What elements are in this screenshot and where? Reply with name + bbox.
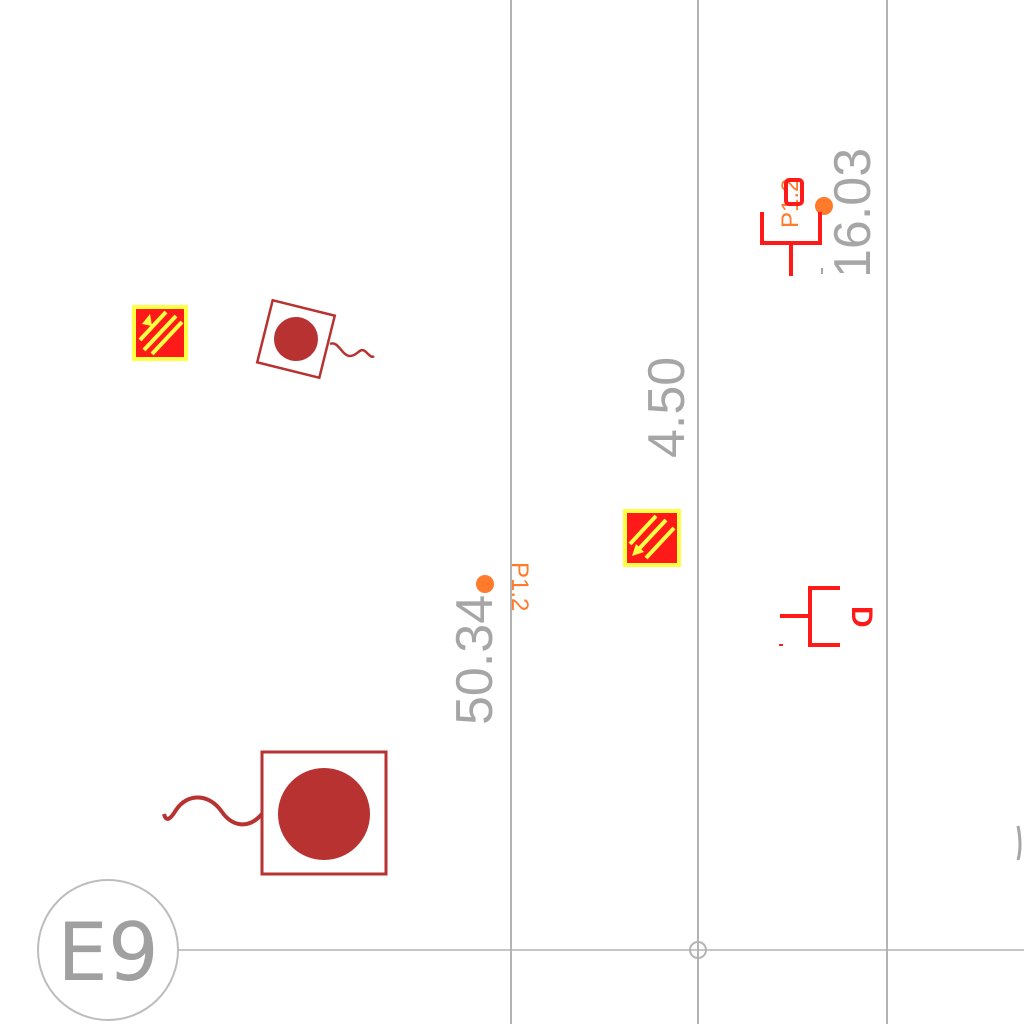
point-marker-icon[interactable]: [815, 197, 833, 215]
dimension-label-4-50: 4.50: [638, 357, 696, 458]
pendant-fixture-icon: [274, 317, 318, 361]
tee-fitting-upper[interactable]: [760, 178, 822, 276]
flex-hose-icon: [162, 795, 264, 827]
cutoff-mark: [1016, 825, 1022, 861]
grid-bubble-label: E9: [57, 906, 158, 999]
grid-bubble[interactable]: E9: [37, 879, 179, 1021]
hatched-marker-icon: [628, 514, 676, 560]
flex-hose-icon: [329, 342, 375, 359]
dimension-label-50-34: 50.34: [446, 595, 504, 725]
grid-intersection-icon: [689, 941, 707, 959]
hatched-marker-icon: [138, 310, 184, 356]
tee-fitting-icon: [808, 586, 840, 647]
tag-p12-lower: P1.2: [506, 562, 533, 611]
grid-lines: [178, 0, 1024, 1024]
point-marker-icon[interactable]: [476, 575, 494, 593]
pendant-fixture-large[interactable]: [162, 750, 388, 876]
tee-symbol-glyph: D: [845, 606, 878, 628]
hatched-marker-2[interactable]: [623, 509, 681, 567]
pendant-fixture-icon: [278, 768, 370, 860]
tee-fitting-lower[interactable]: [780, 586, 840, 647]
pendant-fixture-small[interactable]: [255, 298, 337, 380]
dimension-label-16-03: 16.03: [824, 148, 882, 278]
hatched-marker-1[interactable]: [132, 305, 188, 361]
